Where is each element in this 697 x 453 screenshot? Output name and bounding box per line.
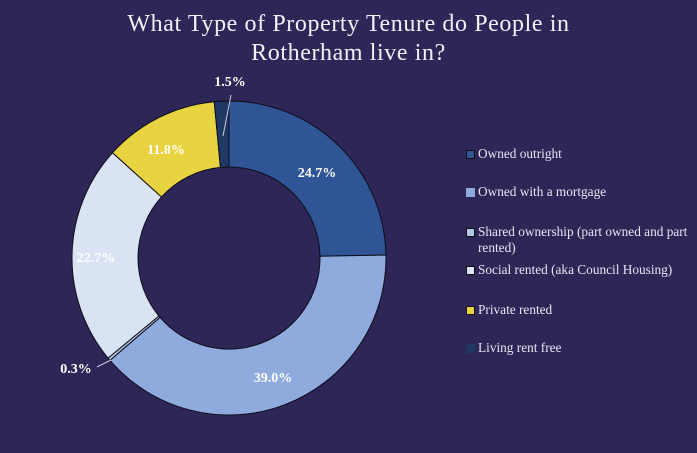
chart-title: What Type of Property Tenure do People i… xyxy=(0,10,697,68)
donut-slices xyxy=(71,100,387,416)
legend-swatch-social-rented xyxy=(466,266,475,275)
legend-item-shared-ownership[interactable]: Shared ownership (part owned and part re… xyxy=(466,224,696,256)
legend-swatch-living-rent-free xyxy=(466,344,475,353)
data-label-shared-ownership: 0.3% xyxy=(60,362,92,377)
data-label-owned-with-mortgage: 39.0% xyxy=(254,371,293,386)
data-labels: 24.7% 39.0% 0.3% 22.7% 11.8% 1.5% xyxy=(60,75,336,386)
legend-label: Owned outright xyxy=(478,146,562,161)
data-label-living-rent-free: 1.5% xyxy=(214,75,246,90)
slice-owned-outright[interactable] xyxy=(228,100,387,257)
data-label-private-rented: 11.8% xyxy=(147,143,185,158)
legend-item-social-rented[interactable]: Social rented (aka Council Housing) xyxy=(466,262,696,278)
slice-living-rent-free[interactable] xyxy=(213,100,230,168)
slice-social-rented[interactable] xyxy=(71,151,163,359)
legend-item-private-rented[interactable]: Private rented xyxy=(466,302,696,318)
chart-title-line-1: What Type of Property Tenure do People i… xyxy=(127,11,570,37)
leader-lines xyxy=(96,94,232,368)
legend-label: Private rented xyxy=(478,302,553,317)
leader-line-living-rent-free xyxy=(222,94,232,137)
data-label-owned-outright: 24.7% xyxy=(298,166,337,181)
legend-label: Owned with a mortgage xyxy=(478,184,607,199)
legend-swatch-owned-outright xyxy=(466,150,475,159)
leader-line-shared-ownership xyxy=(96,359,112,368)
data-label-social-rented: 22.7% xyxy=(77,251,116,266)
legend-swatch-owned-with-mortgage xyxy=(466,188,475,197)
legend-swatch-private-rented xyxy=(466,306,475,315)
legend-swatch-shared-ownership xyxy=(466,228,475,237)
legend-item-owned-with-mortgage[interactable]: Owned with a mortgage xyxy=(466,184,696,200)
legend-item-owned-outright[interactable]: Owned outright xyxy=(466,146,696,162)
legend-label: Social rented (aka Council Housing) xyxy=(478,262,673,277)
legend-label: Shared ownership (part owned and part re… xyxy=(478,224,688,255)
chart-title-line-2: Rotherham live in? xyxy=(251,40,446,66)
slice-owned-with-mortgage[interactable] xyxy=(109,254,387,416)
legend-item-living-rent-free[interactable]: Living rent free xyxy=(466,340,696,356)
legend-label: Living rent free xyxy=(478,340,562,355)
